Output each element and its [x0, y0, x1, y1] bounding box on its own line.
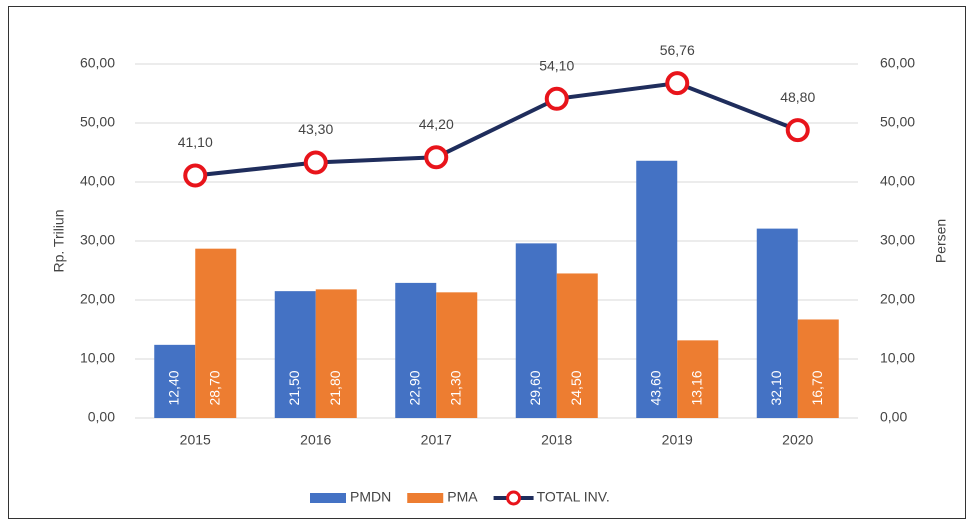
bar — [756, 228, 798, 418]
y2-tick-label: 50,00 — [880, 114, 915, 130]
line-marker — [424, 145, 449, 170]
line — [195, 81, 799, 178]
line-marker — [183, 163, 208, 188]
bar — [797, 319, 839, 418]
line-value-label: 54,10 — [539, 58, 574, 74]
bar — [274, 291, 316, 418]
x-tick-label: 2017 — [421, 432, 452, 448]
legend-label: PMA — [447, 489, 478, 505]
bar-value-label: 32,10 — [768, 370, 784, 405]
y2-axis-label: Persen — [933, 219, 949, 263]
bar-value-label: 21,50 — [286, 370, 302, 405]
line-marker — [785, 118, 810, 143]
y-tick-label: 30,00 — [80, 232, 115, 248]
line-marker — [303, 150, 328, 175]
legend-label: TOTAL INV. — [537, 489, 610, 505]
bar — [556, 273, 598, 418]
legend-label: PMDN — [350, 489, 391, 505]
y-tick-label: 20,00 — [80, 291, 115, 307]
bar-value-label: 16,70 — [809, 370, 825, 405]
y-axis-label: Rp. Triliun — [51, 209, 67, 272]
line-value-label: 56,76 — [660, 42, 695, 58]
legend-swatch — [407, 493, 444, 503]
bar-value-label: 13,16 — [688, 370, 704, 405]
y2-tick-label: 40,00 — [880, 173, 915, 189]
bar-value-label: 21,30 — [447, 370, 463, 405]
y-tick-label: 60,00 — [80, 55, 115, 71]
x-tick-label: 2015 — [180, 432, 211, 448]
line-value-label: 48,80 — [780, 89, 815, 105]
bar — [436, 292, 478, 418]
bar-value-label: 24,50 — [568, 370, 584, 405]
y-tick-label: 50,00 — [80, 114, 115, 130]
bar — [677, 340, 719, 418]
y-tick-label: 0,00 — [88, 409, 115, 425]
line-value-label: 41,10 — [178, 134, 213, 150]
chart-frame — [8, 6, 966, 519]
x-tick-label: 2019 — [662, 432, 693, 448]
y2-tick-label: 20,00 — [880, 291, 915, 307]
line-value-label: 44,20 — [419, 116, 454, 132]
bar-value-label: 21,80 — [327, 370, 343, 405]
bar — [195, 248, 237, 418]
line-marker — [544, 86, 569, 111]
bar — [315, 289, 357, 418]
x-tick-label: 2018 — [541, 432, 572, 448]
x-tick-label: 2016 — [300, 432, 331, 448]
y2-tick-label: 60,00 — [880, 55, 915, 71]
y2-tick-label: 0,00 — [880, 409, 907, 425]
y-tick-label: 40,00 — [80, 173, 115, 189]
bar — [395, 282, 437, 418]
bar-value-label: 29,60 — [527, 370, 543, 405]
y2-tick-label: 10,00 — [880, 350, 915, 366]
bar-value-label: 12,40 — [165, 370, 181, 405]
bar — [636, 160, 678, 418]
bar — [515, 243, 557, 418]
bar-value-label: 28,70 — [206, 370, 222, 405]
line-value-label: 43,30 — [298, 121, 333, 137]
y2-tick-label: 30,00 — [880, 232, 915, 248]
line-marker — [665, 71, 690, 96]
x-tick-label: 2020 — [782, 432, 813, 448]
bar-value-label: 43,60 — [647, 370, 663, 405]
legend-swatch — [310, 493, 346, 503]
bar-value-label: 22,90 — [406, 370, 422, 405]
bar — [154, 344, 196, 418]
legend-swatch-marker — [506, 490, 522, 506]
y-tick-label: 10,00 — [80, 350, 115, 366]
